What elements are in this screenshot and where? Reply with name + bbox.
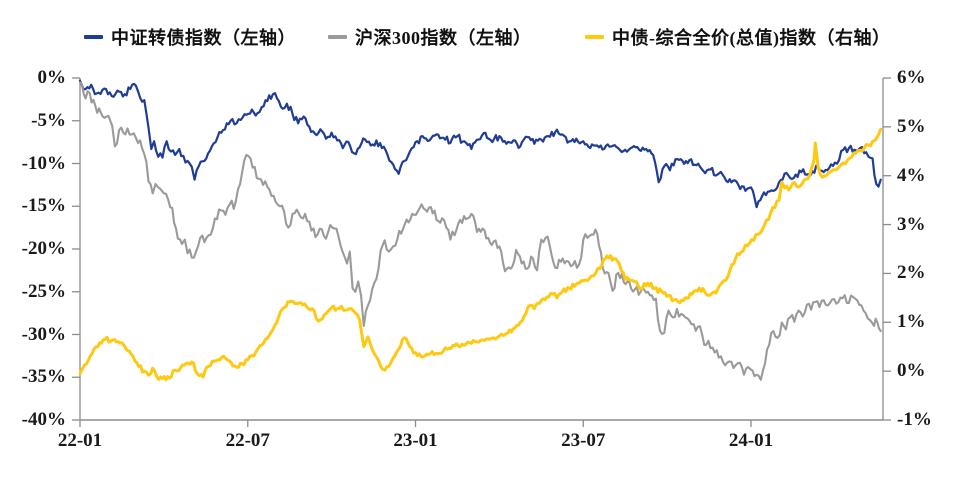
right-axis-tick-label: 5% (897, 115, 926, 137)
x-axis-tick-label: 22-01 (57, 430, 103, 451)
x-axis-tick-label: 23-07 (561, 430, 606, 451)
x-axis-tick-label: 22-07 (225, 430, 270, 451)
legend-label: 中债-综合全价(总值)指数（右轴） (612, 28, 891, 48)
left-axis-tick-label: -5% (31, 109, 66, 131)
legend: 中证转债指数（左轴） 沪深300指数（左轴） 中债-综合全价(总值)指数（右轴） (0, 22, 960, 52)
left-axis-tick-label: -20% (21, 238, 66, 259)
right-axis-tick-label: 3% (897, 213, 926, 235)
left-axis-tick-label: -30% (21, 323, 66, 345)
convertible-bond-series-swatch-icon (84, 35, 103, 39)
x-axis-tick-label: 23-01 (393, 430, 438, 451)
x-axis-tick-label: 24-01 (728, 430, 774, 451)
series-line (78, 81, 882, 381)
legend-label: 中证转债指数（左轴） (111, 28, 296, 48)
series-line (78, 79, 882, 209)
right-axis-tick-label: 2% (897, 262, 926, 284)
series-line (78, 127, 883, 382)
right-axis-tick-label: 6% (897, 67, 926, 88)
left-axis-tick-label: -25% (21, 280, 66, 302)
right-axis-tick-label: 0% (897, 360, 926, 382)
left-axis-tick-label: -15% (21, 195, 66, 217)
left-axis-tick-label: -40% (21, 409, 66, 430)
legend-label: 沪深300指数（左轴） (355, 28, 532, 48)
left-axis-tick-label: -35% (21, 366, 66, 388)
right-axis-tick-label: 1% (897, 311, 926, 333)
legend-item-csi300-index: 沪深300指数（左轴） (328, 22, 532, 52)
right-axis-tick-label: 4% (897, 164, 926, 186)
left-axis-tick-label: -10% (21, 152, 66, 174)
right-axis-tick-label: -1% (897, 409, 932, 430)
left-axis-tick-label: 0% (37, 67, 67, 88)
csi300-series-swatch-icon (328, 35, 347, 39)
legend-item-convertible-bond-index: 中证转债指数（左轴） (84, 22, 296, 52)
chinabond-series-swatch-icon (585, 35, 604, 39)
legend-item-chinabond-index: 中债-综合全价(总值)指数（右轴） (585, 22, 890, 52)
